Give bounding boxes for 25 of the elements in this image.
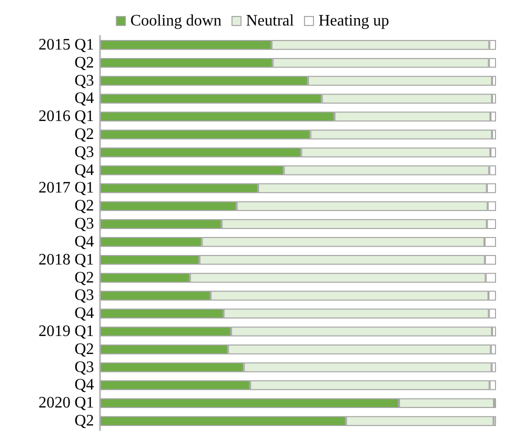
y-tick-label: Q3 bbox=[74, 287, 94, 304]
y-tick-label: Q3 bbox=[74, 358, 94, 376]
y-tick-label: Q2 bbox=[74, 198, 94, 215]
y-tick-label: 2017 Q1 bbox=[38, 180, 94, 197]
y-tick-label: Q4 bbox=[74, 233, 94, 250]
y-tick-label: Q3 bbox=[74, 72, 94, 90]
y-tick-label: Q3 bbox=[74, 144, 94, 161]
y-tick-label: Q2 bbox=[74, 126, 94, 143]
y-tick-label: Q4 bbox=[74, 305, 94, 322]
y-tick-label: Q2 bbox=[74, 269, 94, 286]
y-tick-label: 2018 Q1 bbox=[38, 251, 94, 268]
legend-label: Heating up bbox=[318, 12, 390, 30]
y-tick-label: Q3 bbox=[74, 216, 94, 233]
y-tick-label: 2016 Q1 bbox=[38, 108, 94, 126]
legend-label: Neutral bbox=[246, 12, 295, 30]
legend-label: Cooling down bbox=[130, 12, 222, 30]
y-tick-label: 2019 Q1 bbox=[38, 323, 94, 340]
y-tick-label: Q4 bbox=[74, 162, 94, 179]
y-tick-label: 2020 Q1 bbox=[38, 394, 94, 412]
y-tick-label: Q2 bbox=[74, 340, 94, 358]
y-tick-label: Q2 bbox=[74, 54, 94, 72]
y-tick-label: Q4 bbox=[74, 90, 94, 108]
y-tick-label: Q2 bbox=[74, 412, 94, 430]
y-tick-label: Q4 bbox=[74, 376, 94, 394]
y-tick-label: 2015 Q1 bbox=[38, 36, 94, 54]
